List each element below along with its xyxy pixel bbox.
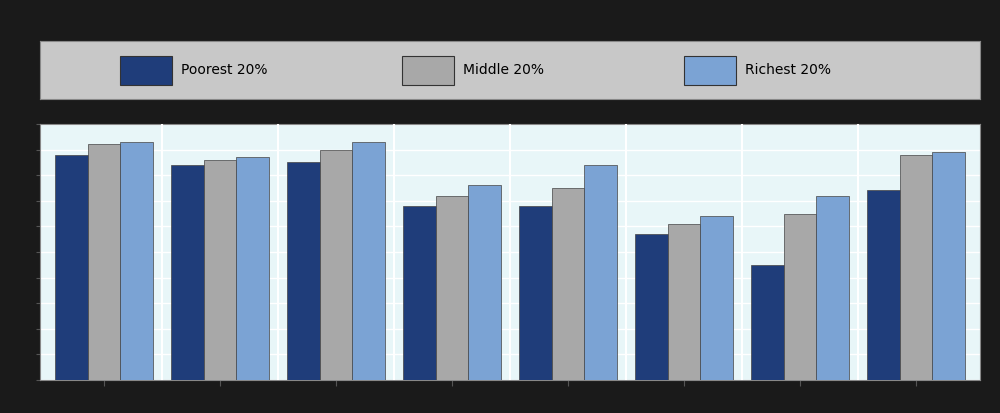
Bar <box>88 145 120 380</box>
Bar <box>55 154 88 380</box>
FancyBboxPatch shape <box>402 56 454 85</box>
Bar <box>932 152 965 380</box>
Bar <box>816 196 849 380</box>
Bar <box>120 142 153 380</box>
Text: Middle 20%: Middle 20% <box>463 63 544 77</box>
Bar <box>635 234 668 380</box>
Bar <box>204 160 236 380</box>
Bar <box>700 216 733 380</box>
Text: Richest 20%: Richest 20% <box>745 63 831 77</box>
Bar <box>784 214 816 380</box>
Bar <box>352 142 385 380</box>
Bar <box>900 154 932 380</box>
FancyBboxPatch shape <box>684 56 736 85</box>
Bar <box>320 150 352 380</box>
Bar <box>468 185 501 380</box>
Bar <box>519 206 552 380</box>
Bar <box>403 206 436 380</box>
Bar <box>287 162 320 380</box>
Bar <box>236 157 269 380</box>
Bar <box>436 196 468 380</box>
Bar <box>751 265 784 380</box>
Bar <box>867 190 900 380</box>
Bar <box>668 224 700 380</box>
Text: Poorest 20%: Poorest 20% <box>181 63 268 77</box>
Bar <box>171 165 204 380</box>
Bar <box>552 188 584 380</box>
FancyBboxPatch shape <box>120 56 172 85</box>
Bar <box>584 165 617 380</box>
